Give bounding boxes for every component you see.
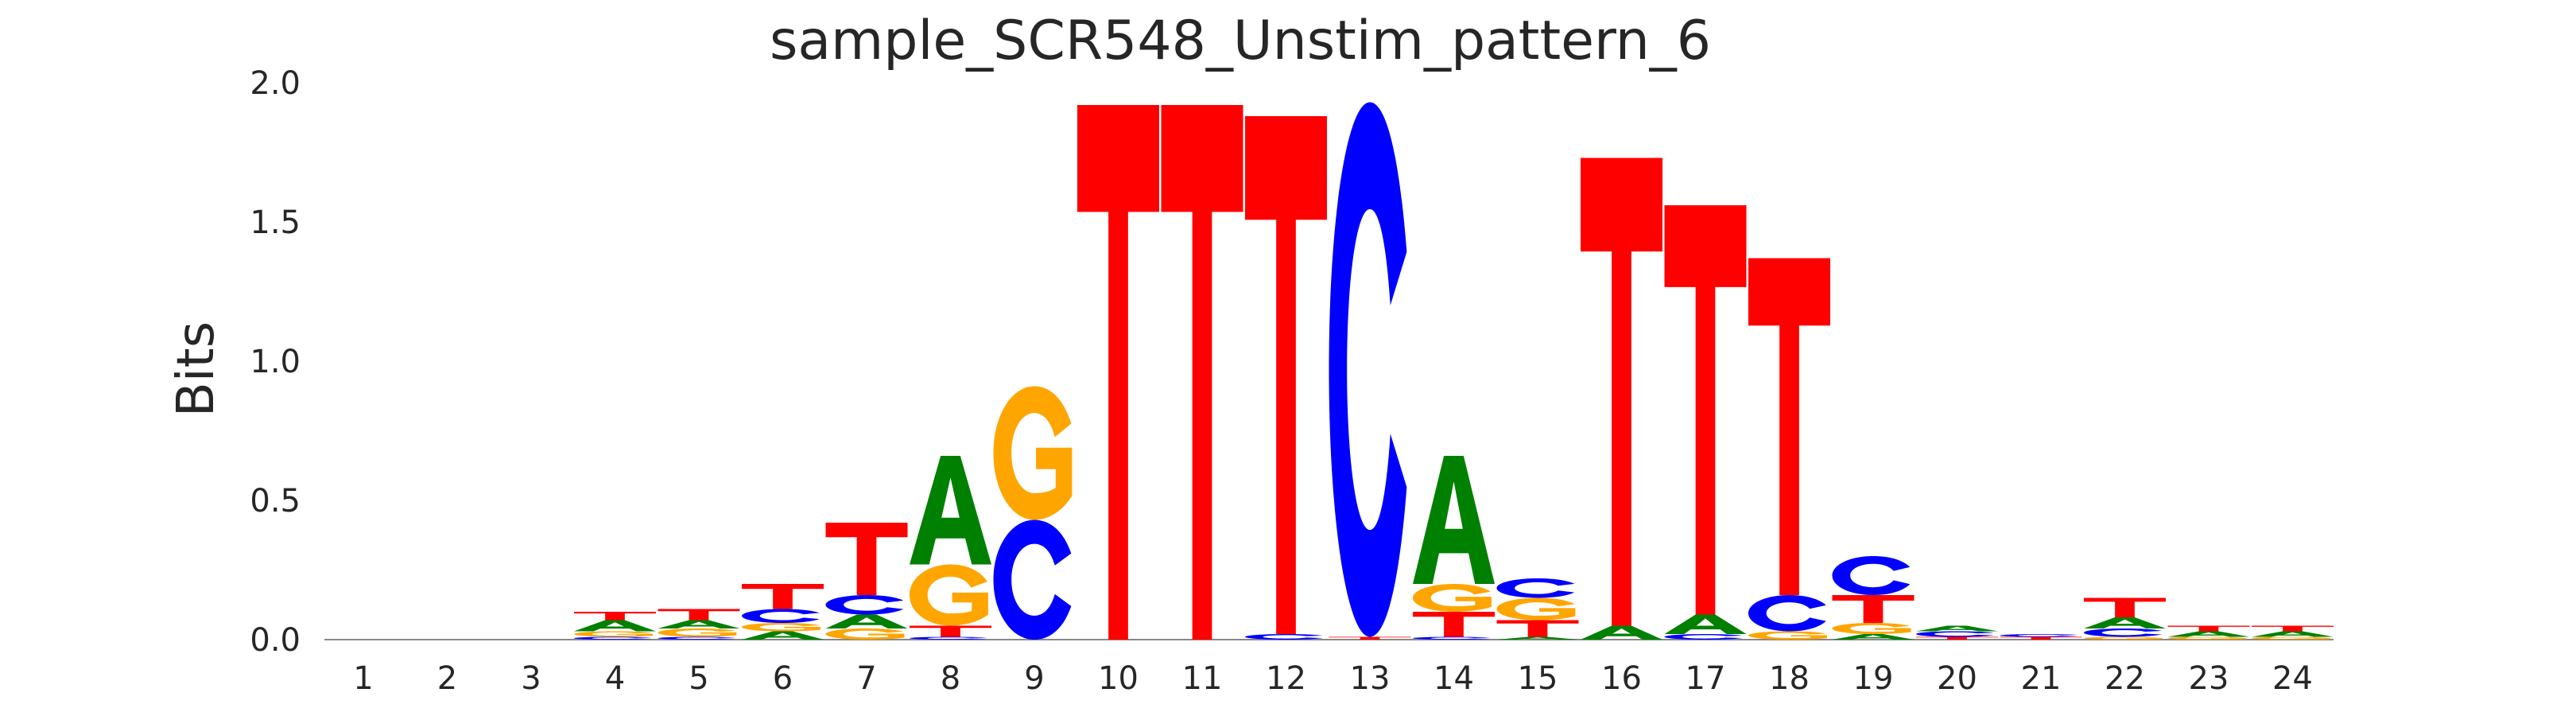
logo-letter-c bbox=[2084, 628, 2162, 637]
x-tick-label: 12 bbox=[1266, 660, 1306, 697]
logo-letter-g bbox=[910, 564, 988, 626]
x-tick-label: 22 bbox=[2105, 660, 2145, 697]
logo-letter-c bbox=[1916, 631, 1994, 637]
x-tick-label: 7 bbox=[856, 660, 876, 697]
logo-letter-c bbox=[1413, 636, 1491, 640]
logo-letter-g bbox=[2252, 636, 2330, 640]
logo-letter-c bbox=[910, 636, 987, 640]
logo-letter-g bbox=[1748, 631, 1827, 640]
logo-letter-c bbox=[825, 595, 904, 615]
y-tick-label: 1.5 bbox=[250, 204, 301, 241]
x-tick-label: 5 bbox=[689, 660, 708, 697]
logo-letter-c bbox=[1664, 634, 1743, 640]
x-tick-label: 2 bbox=[437, 660, 457, 697]
x-tick-label: 20 bbox=[1937, 660, 1977, 697]
x-axis-ticks: 1 2 3 4 5 6 7 8 9 10 11 12 13 14 15 16 17 18 19 20 21 22 23 24 bbox=[353, 660, 2313, 697]
logo-letter-c bbox=[658, 636, 736, 640]
y-tick-label: 1.0 bbox=[250, 344, 301, 380]
logo-letter-a bbox=[742, 631, 824, 640]
x-tick-label: 14 bbox=[1433, 660, 1474, 697]
logo-letter-g bbox=[574, 631, 653, 637]
logo-letter-t bbox=[1329, 636, 1411, 640]
x-tick-label: 13 bbox=[1350, 660, 1391, 697]
logo-letter-t bbox=[1077, 105, 1159, 640]
x-tick-label: 24 bbox=[2272, 660, 2313, 697]
y-tick-label: 0.0 bbox=[250, 622, 301, 659]
logo-letter-c bbox=[1748, 595, 1826, 632]
logo-letter-t bbox=[1832, 595, 1915, 623]
logo-stacks bbox=[574, 102, 2334, 640]
logo-letter-g bbox=[2167, 636, 2247, 640]
logo-letter-c bbox=[1329, 102, 1407, 637]
y-tick-label: 0.5 bbox=[250, 483, 301, 519]
logo-letter-a bbox=[1664, 614, 1747, 634]
logo-letter-t bbox=[825, 523, 908, 595]
y-axis-ticks: 0.0 0.5 1.0 1.5 2.0 bbox=[250, 65, 301, 659]
x-tick-label: 19 bbox=[1853, 660, 1894, 697]
logo-letter-g bbox=[1496, 597, 1576, 621]
logo-letter-t bbox=[1748, 258, 1830, 595]
logo-letter-c bbox=[1832, 556, 1911, 595]
logo-letter-g bbox=[993, 386, 1073, 520]
y-tick-label: 2.0 bbox=[250, 65, 301, 102]
logo-letter-g bbox=[825, 628, 905, 640]
logo-letter-g bbox=[2084, 636, 2163, 640]
logo-letter-c bbox=[993, 519, 1072, 640]
x-tick-label: 4 bbox=[605, 660, 625, 697]
logo-letter-g bbox=[742, 623, 821, 632]
logo-letter-t bbox=[2000, 636, 2082, 640]
x-tick-label: 15 bbox=[1518, 660, 1558, 697]
logo-letter-c bbox=[2000, 634, 2078, 637]
logo-letter-t bbox=[2084, 597, 2166, 617]
logo-letter-t bbox=[658, 609, 740, 621]
logo-letter-t bbox=[1664, 205, 1747, 615]
logo-letter-a bbox=[658, 620, 740, 628]
logo-letter-g bbox=[1413, 584, 1492, 612]
logo-letter-t bbox=[1413, 612, 1495, 637]
x-tick-label: 9 bbox=[1024, 660, 1044, 697]
logo-letter-c bbox=[574, 636, 652, 640]
logo-letter-a bbox=[1496, 636, 1579, 640]
logo-letter-a bbox=[1832, 634, 1915, 640]
x-tick-label: 18 bbox=[1769, 660, 1810, 697]
x-tick-label: 10 bbox=[1098, 660, 1139, 697]
logo-letter-a bbox=[1581, 625, 1662, 640]
x-tick-label: 23 bbox=[2189, 660, 2229, 697]
logo-letter-a bbox=[910, 456, 991, 565]
x-tick-label: 17 bbox=[1686, 660, 1726, 697]
logo-letter-a bbox=[2084, 617, 2166, 628]
x-tick-label: 3 bbox=[521, 660, 541, 697]
logo-letter-a bbox=[2252, 631, 2334, 637]
logo-letter-t bbox=[1916, 636, 1998, 640]
logo-letter-t bbox=[742, 584, 824, 609]
logo-letter-a bbox=[2167, 631, 2250, 637]
logo-letter-a bbox=[1413, 456, 1495, 584]
logo-letter-c bbox=[1245, 634, 1323, 640]
logo-letter-c bbox=[742, 609, 820, 623]
logo-letter-t bbox=[574, 612, 656, 621]
logo-letter-t bbox=[2167, 625, 2250, 632]
logo-letter-a bbox=[825, 614, 908, 628]
logo-letter-a bbox=[1916, 625, 1998, 632]
x-tick-label: 21 bbox=[2021, 660, 2062, 697]
logo-letter-g bbox=[1832, 623, 1911, 634]
logo-letter-t bbox=[910, 625, 991, 637]
logo-letter-g bbox=[658, 628, 737, 637]
logo-letter-t bbox=[1496, 620, 1579, 637]
x-tick-label: 16 bbox=[1601, 660, 1642, 697]
logo-letter-t bbox=[1161, 105, 1243, 640]
chart-title: sample_SCR548_Unstim_pattern_6 bbox=[770, 10, 1711, 72]
logo-letter-c bbox=[1496, 578, 1575, 598]
x-tick-label: 6 bbox=[773, 660, 793, 697]
logo-letter-t bbox=[1245, 116, 1327, 634]
y-axis-label: Bits bbox=[167, 321, 226, 417]
logo-letter-t bbox=[1581, 158, 1662, 626]
x-tick-label: 1 bbox=[353, 660, 373, 697]
x-tick-label: 8 bbox=[941, 660, 960, 697]
logo-letter-a bbox=[574, 620, 656, 632]
x-tick-label: 11 bbox=[1182, 660, 1223, 697]
logo-letter-t bbox=[2252, 625, 2334, 632]
